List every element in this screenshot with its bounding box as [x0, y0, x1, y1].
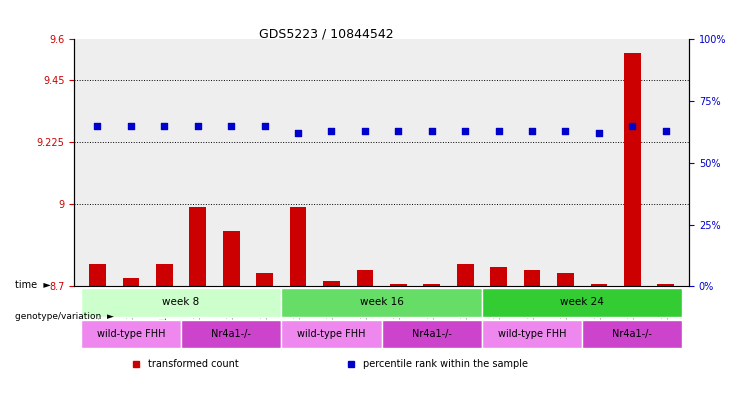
Text: Nr4a1-/-: Nr4a1-/- — [612, 329, 652, 339]
Bar — [256, 273, 273, 286]
FancyBboxPatch shape — [81, 288, 282, 316]
Text: time  ►: time ► — [15, 280, 50, 290]
Text: GDS5223 / 10844542: GDS5223 / 10844542 — [259, 28, 394, 40]
Point — [359, 128, 370, 134]
Point — [92, 123, 104, 129]
Point — [225, 123, 237, 129]
FancyBboxPatch shape — [582, 320, 682, 348]
Bar — [156, 264, 173, 286]
Bar — [223, 231, 239, 286]
FancyBboxPatch shape — [81, 320, 181, 348]
Point — [659, 128, 671, 134]
Text: week 8: week 8 — [162, 297, 199, 307]
Bar — [356, 270, 373, 286]
Text: transformed count: transformed count — [148, 359, 239, 369]
Point — [426, 128, 438, 134]
Text: Nr4a1-/-: Nr4a1-/- — [412, 329, 452, 339]
Bar — [524, 270, 540, 286]
Bar — [290, 207, 307, 286]
Point — [292, 130, 304, 136]
Bar — [591, 284, 607, 286]
Text: wild-type FHH: wild-type FHH — [297, 329, 366, 339]
Text: Nr4a1-/-: Nr4a1-/- — [211, 329, 251, 339]
Point — [526, 128, 538, 134]
FancyBboxPatch shape — [282, 288, 482, 316]
Bar — [89, 264, 106, 286]
Text: genotype/variation  ►: genotype/variation ► — [15, 312, 113, 321]
Bar — [624, 53, 641, 286]
Bar — [190, 207, 206, 286]
Bar — [657, 284, 674, 286]
Point — [259, 123, 270, 129]
Bar — [491, 267, 507, 286]
Text: percentile rank within the sample: percentile rank within the sample — [363, 359, 528, 369]
Bar — [323, 281, 340, 286]
Bar — [390, 284, 407, 286]
FancyBboxPatch shape — [382, 320, 482, 348]
Bar — [122, 278, 139, 286]
Bar — [456, 264, 473, 286]
Point — [393, 128, 405, 134]
Point — [626, 123, 638, 129]
Point — [493, 128, 505, 134]
Text: week 16: week 16 — [359, 297, 404, 307]
Point — [459, 128, 471, 134]
Point — [192, 123, 204, 129]
FancyBboxPatch shape — [482, 288, 682, 316]
Point — [559, 128, 571, 134]
Text: wild-type FHH: wild-type FHH — [498, 329, 566, 339]
FancyBboxPatch shape — [181, 320, 282, 348]
Text: wild-type FHH: wild-type FHH — [96, 329, 165, 339]
Bar — [423, 284, 440, 286]
Text: week 24: week 24 — [560, 297, 604, 307]
Point — [593, 130, 605, 136]
Point — [159, 123, 170, 129]
Bar — [557, 273, 574, 286]
Point — [325, 128, 337, 134]
Point — [125, 123, 137, 129]
FancyBboxPatch shape — [282, 320, 382, 348]
FancyBboxPatch shape — [482, 320, 582, 348]
